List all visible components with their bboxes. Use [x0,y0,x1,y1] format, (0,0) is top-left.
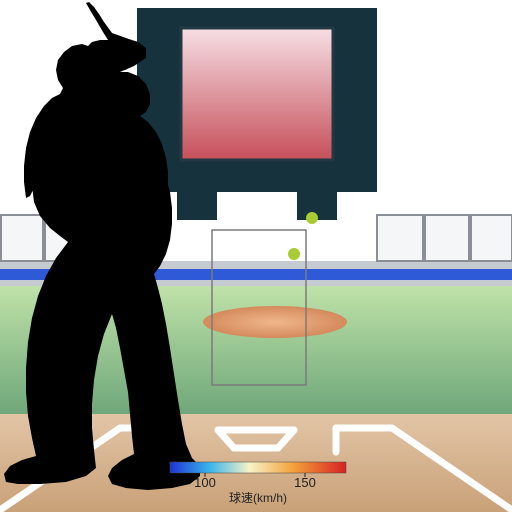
legend-axis-label: 球速(km/h) [229,491,287,505]
legend-tick-label-1: 150 [294,475,316,490]
scoreboard-screen [181,28,333,160]
stands-box-4 [425,215,469,261]
pitch-marker-1 [288,248,300,260]
legend-tick-label-0: 100 [194,475,216,490]
legend-colorbar [170,462,346,473]
stands-box-5 [471,215,512,261]
scoreboard-leg-0 [177,192,217,220]
stands-box-0 [1,215,43,261]
stands-box-3 [377,215,423,261]
pitch-marker-0 [306,212,318,224]
pitchers-mound [203,306,347,338]
